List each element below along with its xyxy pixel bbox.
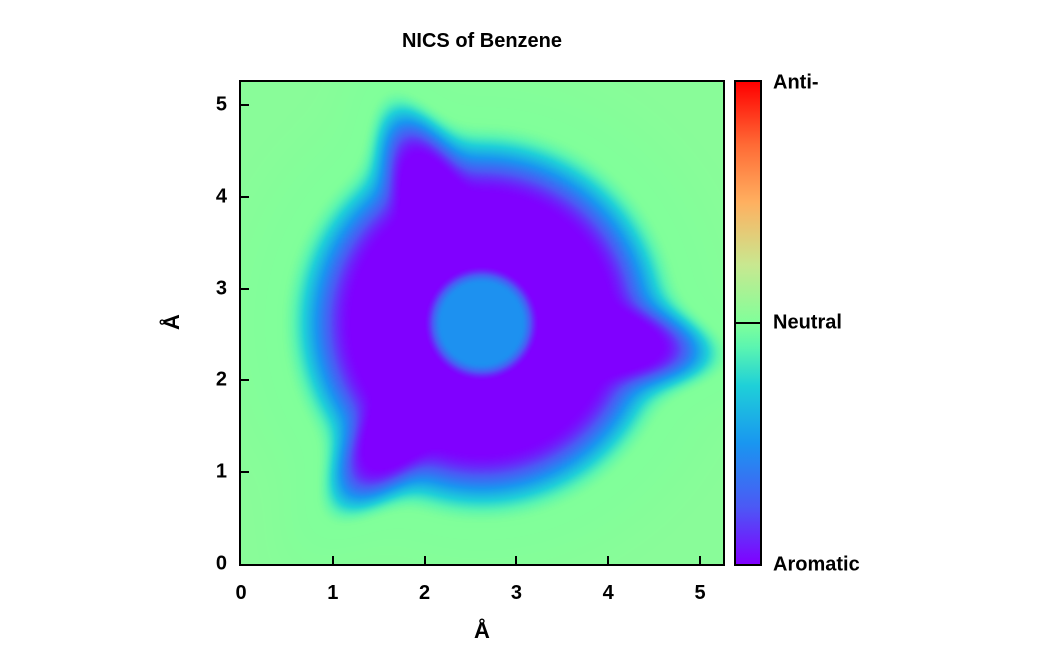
x-tick-label: 0 bbox=[235, 582, 247, 604]
y-tick-label: 2 bbox=[215, 368, 227, 391]
chart-title: NICS of Benzene bbox=[401, 30, 563, 52]
y-tick-label: 1 bbox=[215, 460, 227, 483]
x-tick-label: 4 bbox=[602, 582, 614, 604]
colorbar-label-max: Anti- bbox=[773, 71, 819, 94]
colorbar-label-mid: Neutral bbox=[773, 311, 842, 334]
x-tick-label: 1 bbox=[327, 582, 339, 604]
y-tick-mark bbox=[241, 195, 249, 198]
y-tick-label: 0 bbox=[215, 552, 227, 575]
colorbar-label-min: Aromatic bbox=[773, 553, 860, 576]
y-tick-label: 4 bbox=[215, 185, 227, 208]
x-tick-mark bbox=[699, 556, 702, 564]
x-tick-mark bbox=[423, 556, 426, 564]
colorbar-mid-tick bbox=[736, 322, 760, 324]
x-tick-label: 2 bbox=[419, 582, 431, 604]
y-tick-label: 5 bbox=[215, 93, 227, 116]
x-axis-label: Å bbox=[474, 618, 490, 643]
y-axis-label: Å bbox=[159, 314, 184, 330]
x-tick-mark bbox=[515, 556, 518, 564]
x-tick-label: 3 bbox=[510, 582, 522, 604]
y-tick-mark bbox=[241, 379, 249, 382]
heatmap-plot bbox=[241, 82, 723, 564]
y-tick-mark bbox=[241, 471, 249, 474]
y-tick-mark bbox=[241, 103, 249, 106]
x-tick-mark bbox=[331, 556, 334, 564]
y-tick-label: 3 bbox=[215, 277, 227, 300]
x-tick-mark bbox=[607, 556, 610, 564]
y-tick-mark bbox=[241, 287, 249, 290]
x-tick-label: 5 bbox=[694, 582, 706, 604]
